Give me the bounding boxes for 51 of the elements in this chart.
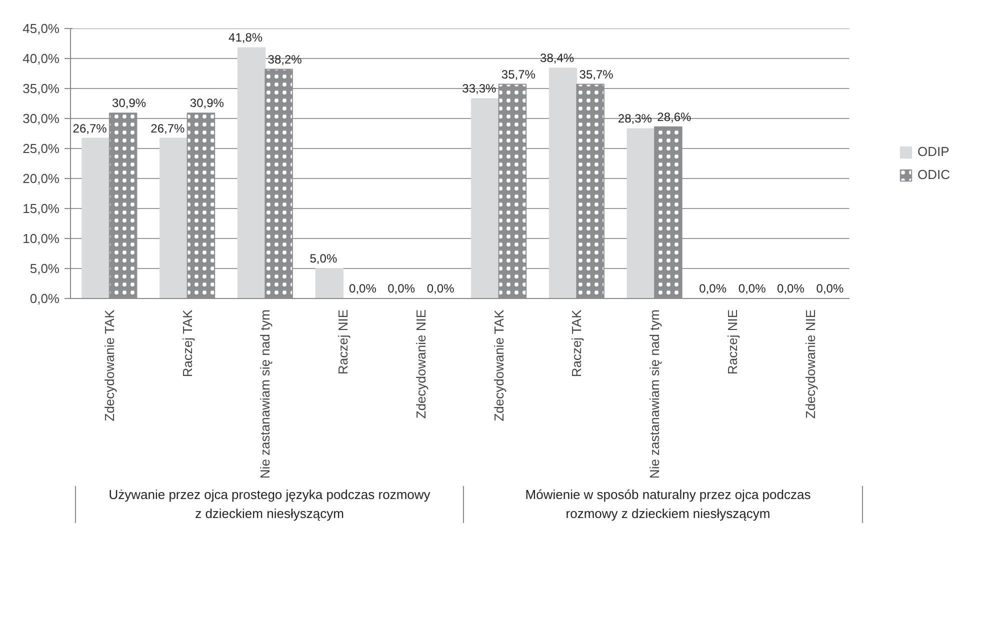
data-label: 30,9% (190, 96, 224, 110)
y-tick-label: 15,0% (22, 201, 60, 216)
y-tick-label: 35,0% (22, 81, 60, 96)
data-label: 0,0% (738, 282, 766, 296)
x-tick-label: Raczej TAK (180, 309, 195, 378)
data-label: 5,0% (310, 252, 338, 266)
y-tick-label: 25,0% (22, 141, 60, 156)
y-tick-label: 0,0% (30, 291, 60, 306)
data-label: 38,4% (540, 51, 574, 66)
bar (548, 68, 578, 298)
y-tick-label: 40,0% (22, 51, 60, 66)
text: Używanie przez ojca prostego języka podczas rozmowy z dzieckiem niesłyszącym (108, 486, 432, 523)
x-tick-label: Zdecydowanie TAK (491, 309, 506, 422)
bar (82, 138, 110, 298)
y-tick-label: 30,0% (22, 111, 60, 126)
data-label: 0,0% (349, 282, 377, 296)
y-tick-label: 10,0% (22, 231, 60, 246)
y-tick-label: 5,0% (30, 261, 60, 276)
data-label: 35,7% (501, 67, 536, 82)
bar (237, 47, 266, 298)
data-label: 0,0% (426, 282, 455, 296)
bar (315, 268, 344, 298)
legend-label: ODIP (918, 144, 950, 159)
x-tick-label: Nie zastanawiam się nad tym (647, 309, 662, 479)
data-label: 38,2% (268, 52, 302, 66)
data-label: 0,0% (816, 282, 844, 296)
x-tick-label: Zdecydowanie NIE (802, 309, 818, 419)
x-tick-label: Raczej NIE (336, 309, 351, 375)
bar (160, 138, 188, 298)
data-label: 0,0% (388, 282, 416, 296)
legend-label: ODIC (918, 167, 950, 182)
bar (626, 128, 656, 298)
y-tick-label: 20,0% (22, 171, 60, 186)
text: Mówienie w sposób naturalny przez ojca podczas rozmowy z dzieckiem niesłyszącym (524, 486, 812, 523)
bar (471, 98, 500, 298)
data-label: 28,6% (657, 110, 692, 124)
x-tick-label: Raczej NIE (724, 309, 740, 375)
x-tick-label: Zdecydowanie NIE (413, 309, 428, 419)
data-label: 30,9% (112, 96, 146, 110)
data-label: 26,7% (150, 121, 186, 136)
data-label: 35,7% (579, 67, 614, 82)
data-label: 26,7% (72, 121, 108, 136)
y-tick-label: 45,0% (22, 21, 60, 36)
x-tick-label: Raczej TAK (569, 309, 584, 378)
data-label: 28,3% (618, 112, 652, 126)
data-label: 0,0% (699, 282, 727, 296)
data-label: 0,0% (777, 282, 805, 296)
data-label: 41,8% (228, 30, 263, 45)
x-tick-label: Nie zastanawiam się nad tym (258, 309, 273, 479)
x-tick-label: Zdecydowanie TAK (102, 309, 117, 422)
data-label: 33,3% (462, 82, 497, 96)
